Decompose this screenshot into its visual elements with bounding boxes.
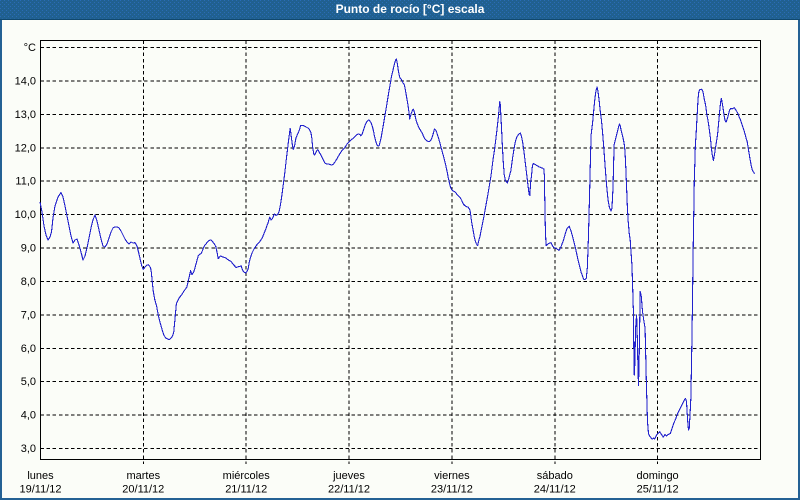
svg-text:viernes: viernes bbox=[434, 470, 470, 482]
svg-text:9,0: 9,0 bbox=[21, 243, 36, 255]
svg-text:10,0: 10,0 bbox=[15, 209, 36, 221]
svg-text:22/11/12: 22/11/12 bbox=[328, 484, 370, 496]
svg-text:8,0: 8,0 bbox=[21, 276, 36, 288]
svg-text:20/11/12: 20/11/12 bbox=[122, 484, 164, 496]
svg-text:3,0: 3,0 bbox=[21, 443, 36, 455]
svg-text:sábado: sábado bbox=[537, 470, 573, 482]
svg-text:lunes: lunes bbox=[27, 470, 54, 482]
svg-text:14,0: 14,0 bbox=[15, 75, 36, 87]
svg-text:19/11/12: 19/11/12 bbox=[19, 484, 61, 496]
svg-text:11,0: 11,0 bbox=[15, 176, 36, 188]
svg-text:6,0: 6,0 bbox=[21, 343, 36, 355]
svg-text:°C: °C bbox=[24, 42, 36, 54]
svg-text:13,0: 13,0 bbox=[15, 109, 36, 121]
svg-text:23/11/12: 23/11/12 bbox=[431, 484, 473, 496]
svg-text:25/11/12: 25/11/12 bbox=[637, 484, 679, 496]
svg-text:7,0: 7,0 bbox=[21, 309, 36, 321]
svg-text:5,0: 5,0 bbox=[21, 376, 36, 388]
svg-text:12,0: 12,0 bbox=[15, 142, 36, 154]
svg-text:24/11/12: 24/11/12 bbox=[534, 484, 576, 496]
svg-text:4,0: 4,0 bbox=[21, 410, 36, 422]
svg-text:miércoles: miércoles bbox=[223, 470, 271, 482]
svg-text:21/11/12: 21/11/12 bbox=[225, 484, 267, 496]
svg-text:martes: martes bbox=[126, 470, 160, 482]
svg-text:domingo: domingo bbox=[636, 470, 678, 482]
svg-text:jueves: jueves bbox=[332, 470, 365, 482]
